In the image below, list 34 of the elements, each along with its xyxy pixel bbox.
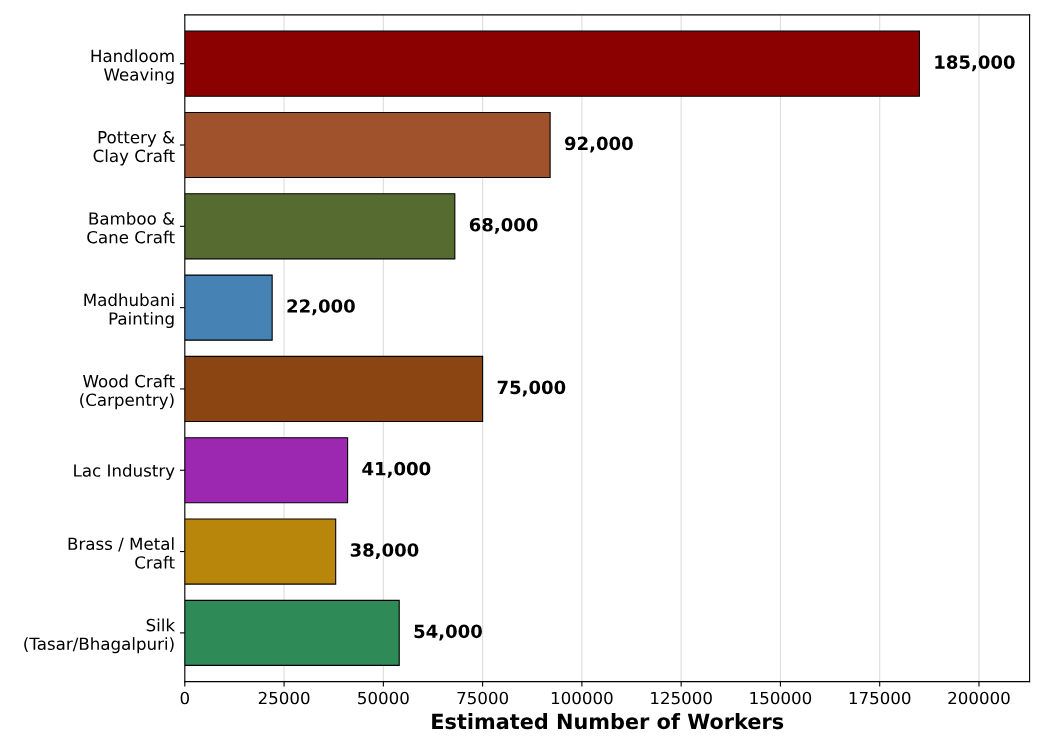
x-tick-label: 200000	[948, 691, 1010, 705]
data-label: 38,000	[350, 543, 419, 560]
y-tick-label: Silk (Tasar/Bhagalpuri)	[24, 618, 176, 654]
y-tick-label: Madhubani Painting	[84, 293, 174, 329]
y-tick-label: Wood Craft (Carpentry)	[80, 374, 175, 410]
bar	[184, 193, 456, 260]
x-tick-label: 0	[180, 691, 189, 705]
data-label: 54,000	[414, 624, 482, 641]
x-tick-label: 125000	[651, 691, 712, 705]
y-tick-label: Handloom Weaving	[91, 49, 174, 85]
x-tick-label: 25000	[258, 691, 310, 705]
y-tick-label: Lac Industry	[74, 463, 175, 481]
bar	[184, 355, 484, 423]
data-label: 75,000	[497, 380, 566, 397]
bar	[184, 30, 920, 97]
x-tick-label: 150000	[750, 691, 812, 705]
data-label: 41,000	[362, 461, 431, 478]
y-tick-label: Brass / Metal Craft	[68, 537, 175, 569]
bar	[184, 599, 400, 666]
x-tick-label: 175000	[849, 691, 911, 705]
bar	[184, 518, 337, 585]
data-label: 92,000	[564, 136, 633, 153]
bar	[184, 437, 349, 504]
data-label: 185,000	[935, 55, 1015, 72]
data-label: 68,000	[469, 217, 538, 234]
y-tick-label: Bamboo & Cane Craft	[87, 211, 175, 244]
x-tick-label: 50000	[358, 691, 409, 705]
y-tick-label: Pottery & Clay Craft	[93, 130, 175, 166]
bar	[184, 274, 273, 341]
data-label: 22,000	[287, 299, 355, 316]
x-tick-label: 75000	[457, 691, 509, 705]
x-tick-label: 100000	[551, 691, 613, 705]
x-axis-title: Estimated Number of Workers	[432, 713, 784, 730]
bar	[184, 111, 551, 179]
